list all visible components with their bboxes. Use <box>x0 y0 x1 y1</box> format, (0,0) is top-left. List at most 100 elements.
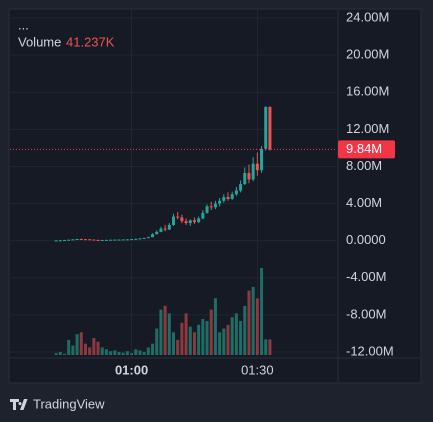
candle-body <box>83 239 87 241</box>
volume-bar <box>180 322 184 355</box>
volume-bar <box>88 347 92 355</box>
candle-body <box>58 240 62 242</box>
volume-bar <box>134 349 138 355</box>
candle-body <box>146 237 150 239</box>
candle-body <box>167 224 171 230</box>
candle-body <box>243 172 247 185</box>
volume-bar <box>226 324 230 355</box>
candle-body <box>230 194 234 199</box>
candle-body <box>205 206 209 213</box>
volume-bar <box>71 345 75 355</box>
logo[interactable]: TradingView <box>10 396 105 411</box>
y-tick-label: -8.00M <box>346 306 386 321</box>
volume-bar <box>260 268 264 355</box>
volume-bar <box>234 313 238 355</box>
volume-bar <box>75 334 79 355</box>
candle-body <box>251 163 255 180</box>
candle-body <box>92 239 96 241</box>
volume-bar <box>197 324 201 355</box>
candle-body <box>197 218 201 223</box>
candle-body <box>138 238 142 240</box>
volume-bar <box>167 313 171 355</box>
volume-bar <box>201 319 205 355</box>
volume-bar <box>159 309 163 355</box>
volume-bar <box>268 339 272 355</box>
candle-body <box>109 239 113 241</box>
volume-bar <box>79 332 83 355</box>
candle-body <box>63 240 66 242</box>
volume-bar <box>92 337 96 355</box>
volume-bar <box>67 339 71 355</box>
candle-body <box>130 239 134 241</box>
volume-bar <box>121 352 125 355</box>
y-tick-label: 0.0000 <box>346 232 386 247</box>
candle-body <box>104 239 108 241</box>
candle-body <box>192 220 196 223</box>
candle-body <box>155 231 159 235</box>
volume-bar <box>58 351 62 355</box>
candle-body <box>67 239 71 241</box>
candle-body <box>239 184 243 191</box>
volume-bar <box>247 290 251 355</box>
x-tick-label: 01:00 <box>115 362 148 377</box>
volume-bar <box>63 353 66 355</box>
candle-body <box>163 228 167 230</box>
volume-bar <box>251 286 255 355</box>
candle-body <box>125 239 129 241</box>
candle-body <box>184 221 188 224</box>
candle-body <box>247 172 251 180</box>
y-tick-label: -12.00M <box>346 343 394 358</box>
candle-body <box>151 234 155 238</box>
candle-body <box>222 197 226 201</box>
volume-bar <box>146 347 150 355</box>
y-tick-label: 8.00M <box>346 158 382 173</box>
candle-body <box>201 212 205 219</box>
volume-bar <box>125 351 129 355</box>
y-tick-label: -4.00M <box>346 269 386 284</box>
volume-bar <box>184 313 188 355</box>
candle-body <box>88 239 92 241</box>
menu[interactable]: ... <box>18 17 29 32</box>
last-price-label: 9.84M <box>346 141 382 156</box>
candle-body <box>264 107 268 149</box>
candle-body <box>255 163 259 171</box>
volume-bar <box>138 350 142 355</box>
volume-bar <box>192 332 196 355</box>
volume-bar <box>213 298 217 355</box>
volume-bar <box>54 353 58 355</box>
candle-body <box>213 203 217 208</box>
volume-bar <box>188 326 192 355</box>
y-tick-label: 20.00M <box>346 47 389 62</box>
volume-bar <box>163 305 167 355</box>
candle-body <box>172 216 175 225</box>
candle-body <box>121 239 125 241</box>
volume-bar <box>155 328 159 355</box>
y-tick-label: 12.00M <box>346 121 389 136</box>
candle-body <box>180 217 184 222</box>
y-tick-label: 4.00M <box>346 195 382 210</box>
candle-body <box>188 220 192 224</box>
volume-bar <box>142 351 146 355</box>
candle-body <box>209 206 213 208</box>
candle-body <box>79 238 83 240</box>
x-tick-label: 01:30 <box>241 362 274 377</box>
candle-body <box>100 240 104 242</box>
candle-body <box>54 240 58 242</box>
logo-mark <box>10 399 28 410</box>
volume-bar <box>176 339 180 355</box>
volume-bar <box>239 320 243 355</box>
volume-title: Volume <box>18 34 61 49</box>
candle-body <box>176 216 180 218</box>
candle-body <box>234 190 238 195</box>
volume-bar <box>130 353 134 355</box>
candle-body <box>226 197 230 199</box>
candle-body <box>113 239 117 241</box>
candle-body <box>142 237 146 239</box>
brand: TradingView <box>33 396 105 411</box>
candle-body <box>268 107 272 150</box>
volume-bar <box>172 332 175 355</box>
volume-bar <box>104 349 108 355</box>
volume-bar <box>264 339 268 355</box>
